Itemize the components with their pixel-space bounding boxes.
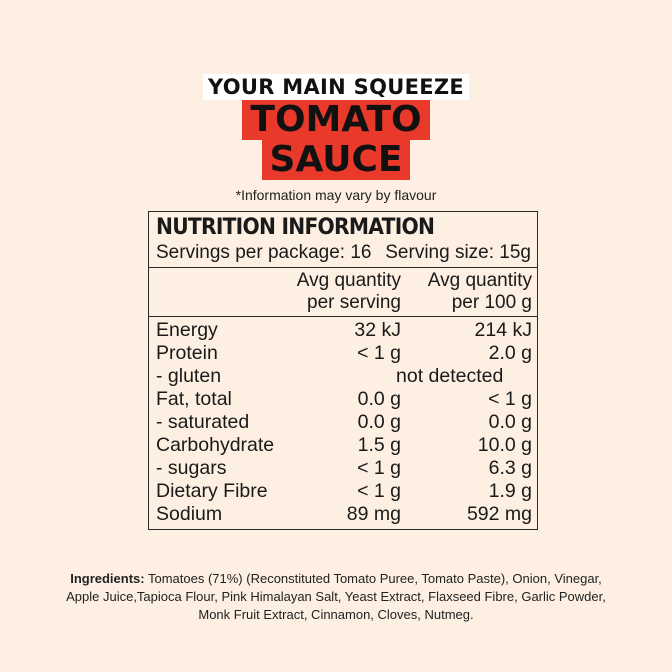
per-serving-value: 0.0 g xyxy=(357,388,401,410)
product-title-line1: TOMATO xyxy=(242,100,430,140)
serving-size: Serving size: 15g xyxy=(385,242,531,263)
disclaimer: *Information may vary by flavour xyxy=(235,187,437,203)
table-row: Protein < 1 g 2.0 g xyxy=(149,342,537,365)
panel-title: NUTRITION INFORMATION xyxy=(156,215,435,240)
brand-tagline-wrap: YOUR MAIN SQUEEZE xyxy=(0,74,672,100)
ingredients-label: Ingredients: xyxy=(70,571,145,586)
table-row: Carbohydrate 1.5 g 10.0 g xyxy=(149,434,537,457)
per-100g-value: 592 mg xyxy=(466,503,532,525)
nutrient-name: - sugars xyxy=(156,457,227,479)
table-row: - saturated 0.0 g 0.0 g xyxy=(149,411,537,434)
divider xyxy=(149,267,537,268)
nutrient-name: Dietary Fibre xyxy=(156,480,268,502)
per-serving-value: 0.0 g xyxy=(357,411,401,433)
table-row: - gluten not detected xyxy=(149,365,537,388)
per-serving-value: < 1 g xyxy=(357,457,401,479)
header-per-serving: Avg quantity per serving xyxy=(297,270,401,314)
nutrient-name: Fat, total xyxy=(156,388,232,410)
nutrient-rows: Energy 32 kJ 214 kJ Protein < 1 g 2.0 g … xyxy=(149,319,537,526)
table-row: Energy 32 kJ 214 kJ xyxy=(149,319,537,342)
per-serving-value: < 1 g xyxy=(357,342,401,364)
servings-per-package: Servings per package: 16 xyxy=(156,242,372,263)
per-serving-value: 89 mg xyxy=(346,503,401,525)
per-100g-value: 0.0 g xyxy=(488,411,532,433)
nutrition-panel: NUTRITION INFORMATION Servings per packa… xyxy=(148,211,538,530)
per-100g-value: 2.0 g xyxy=(488,342,532,364)
nutrient-name: - gluten xyxy=(156,365,222,387)
per-100g-value: 10.0 g xyxy=(477,434,532,456)
divider xyxy=(149,316,537,317)
ingredients: Ingredients: Tomatoes (71%) (Reconstitut… xyxy=(60,570,612,624)
nutrient-name: Energy xyxy=(156,319,218,341)
per-serving-value: 1.5 g xyxy=(357,434,401,456)
per-100g-value: 1.9 g xyxy=(488,480,532,502)
nutrient-name: Sodium xyxy=(156,503,223,525)
table-row: Sodium 89 mg 592 mg xyxy=(149,503,537,526)
header-per-100g: Avg quantity per 100 g xyxy=(428,270,532,314)
nutrient-name: Carbohydrate xyxy=(156,434,275,456)
header-per-serving-line1: Avg quantity xyxy=(296,270,401,291)
nutrient-name: Protein xyxy=(156,342,218,364)
table-row: - sugars < 1 g 6.3 g xyxy=(149,457,537,480)
combined-value: not detected xyxy=(396,365,504,387)
nutrient-name: - saturated xyxy=(156,411,250,433)
per-100g-value: < 1 g xyxy=(488,388,532,410)
ingredients-text: Tomatoes (71%) (Reconstituted Tomato Pur… xyxy=(66,571,606,622)
table-row: Fat, total 0.0 g < 1 g xyxy=(149,388,537,411)
header-per-serving-line2: per serving xyxy=(307,292,401,313)
product-title-line2: SAUCE xyxy=(261,140,411,180)
header-per-100g-line1: Avg quantity xyxy=(427,270,532,291)
product-title: TOMATO SAUCE xyxy=(0,100,672,180)
table-row: Dietary Fibre < 1 g 1.9 g xyxy=(149,480,537,503)
per-serving-value: < 1 g xyxy=(357,480,401,502)
per-100g-value: 214 kJ xyxy=(474,319,532,341)
header-per-100g-line2: per 100 g xyxy=(451,292,532,313)
brand-tagline: YOUR MAIN SQUEEZE xyxy=(202,74,470,100)
per-serving-value: 32 kJ xyxy=(354,319,401,341)
per-100g-value: 6.3 g xyxy=(488,457,532,479)
